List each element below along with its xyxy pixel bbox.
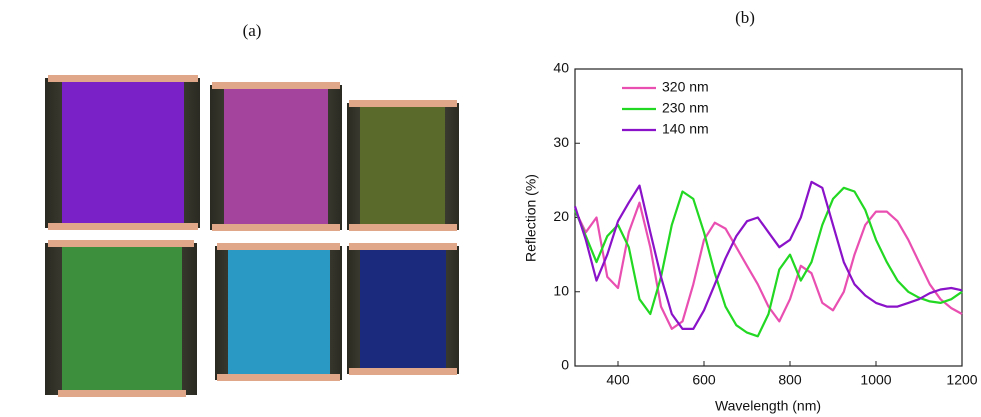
x-axis-label: Wavelength (nm) (715, 398, 821, 414)
series-line (574, 201, 963, 330)
y-tick-label: 20 (553, 208, 569, 224)
y-axis-label: Reflection (%) (523, 174, 539, 262)
x-tick-label: 600 (692, 372, 716, 388)
y-tick-label: 40 (553, 60, 569, 76)
legend-label: 320 nm (662, 79, 709, 95)
series-line (573, 180, 963, 330)
solar-cell (45, 240, 197, 397)
x-tick-label: 400 (606, 372, 630, 388)
solar-cell (347, 100, 459, 231)
series-line (573, 186, 963, 338)
solar-cell (45, 75, 200, 230)
panel-label: (b) (735, 8, 755, 27)
solar-cell (347, 243, 459, 375)
x-tick-label: 1200 (946, 372, 977, 388)
panel-label: (a) (243, 21, 262, 40)
x-tick-label: 1000 (860, 372, 891, 388)
legend-label: 140 nm (662, 121, 709, 137)
photo (45, 75, 459, 397)
x-tick-label: 800 (778, 372, 802, 388)
y-tick-label: 0 (561, 357, 569, 373)
legend-label: 230 nm (662, 100, 709, 116)
y-tick-label: 10 (553, 282, 569, 298)
y-tick-label: 30 (553, 134, 569, 150)
solar-cell (210, 82, 342, 231)
solar-cell (215, 243, 342, 381)
